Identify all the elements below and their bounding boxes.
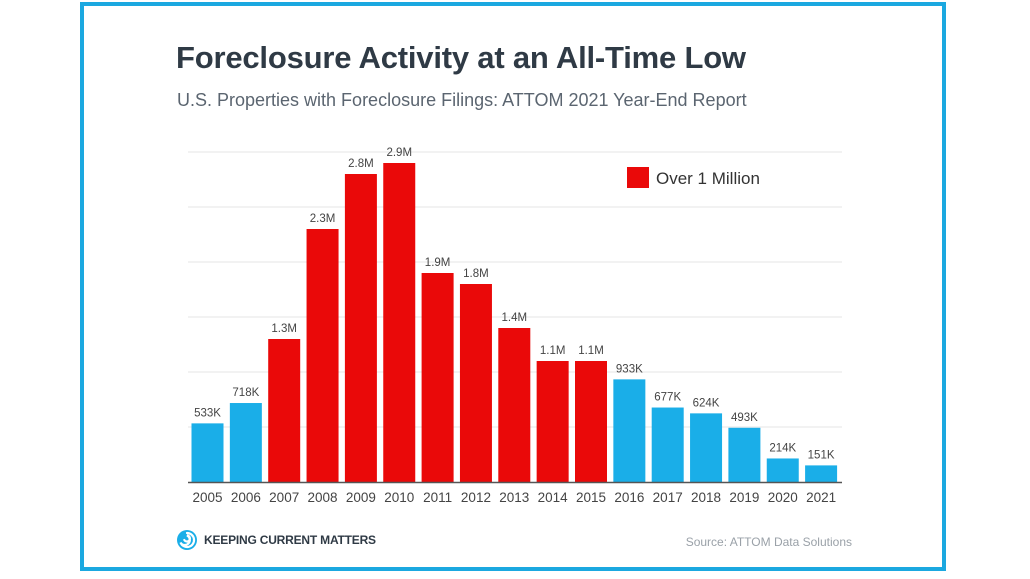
x-tick-2012: 2012 bbox=[461, 490, 491, 505]
x-tick-2015: 2015 bbox=[576, 490, 606, 505]
bar-2015 bbox=[575, 361, 607, 482]
bar-2008 bbox=[306, 229, 339, 482]
x-tick-2011: 2011 bbox=[423, 490, 452, 505]
data-label-2020: 214K bbox=[769, 442, 796, 454]
x-tick-2010: 2010 bbox=[384, 490, 414, 505]
bar-2011 bbox=[421, 273, 454, 482]
bar-2021 bbox=[805, 465, 838, 482]
data-label-2008: 2.3M bbox=[310, 213, 336, 225]
x-tick-2017: 2017 bbox=[653, 490, 683, 505]
data-label-2018: 624K bbox=[693, 397, 720, 409]
data-label-2012: 1.8M bbox=[463, 268, 489, 280]
bars bbox=[191, 163, 838, 482]
x-tick-2005: 2005 bbox=[192, 490, 222, 505]
bar-2009 bbox=[344, 174, 377, 482]
data-label-2005: 533K bbox=[194, 407, 221, 419]
source-note: Source: ATTOM Data Solutions bbox=[685, 535, 852, 549]
x-tick-2019: 2019 bbox=[729, 490, 759, 505]
data-label-2016: 933K bbox=[616, 363, 643, 375]
bar-2012 bbox=[459, 284, 492, 482]
bar-2019 bbox=[728, 427, 761, 482]
bar-2020 bbox=[766, 458, 799, 482]
chart-title: Foreclosure Activity at an All-Time Low bbox=[176, 40, 746, 75]
x-tick-2008: 2008 bbox=[308, 490, 338, 505]
data-label-2015: 1.1M bbox=[578, 345, 604, 357]
data-label-2014: 1.1M bbox=[540, 345, 566, 357]
x-tick-2021: 2021 bbox=[806, 490, 836, 505]
bar-2006 bbox=[229, 403, 262, 482]
bar-2010 bbox=[383, 163, 416, 482]
spiral-logo-icon bbox=[177, 530, 197, 550]
legend: Over 1 Million bbox=[627, 167, 760, 188]
x-tick-2018: 2018 bbox=[691, 490, 721, 505]
x-tick-2007: 2007 bbox=[269, 490, 299, 505]
bar-2014 bbox=[536, 361, 569, 482]
x-tick-2006: 2006 bbox=[231, 490, 261, 505]
chart-subtitle: U.S. Properties with Foreclosure Filings… bbox=[177, 90, 747, 110]
brand-logo: KEEPING CURRENT MATTERS bbox=[176, 529, 376, 551]
x-tick-2014: 2014 bbox=[538, 490, 569, 505]
data-label-2011: 1.9M bbox=[425, 257, 451, 269]
data-label-2013: 1.4M bbox=[502, 312, 528, 324]
x-tick-2009: 2009 bbox=[346, 490, 376, 505]
x-tick-2013: 2013 bbox=[499, 490, 529, 505]
data-label-2017: 677K bbox=[654, 392, 681, 404]
bar-2005 bbox=[191, 423, 224, 482]
data-label-2010: 2.9M bbox=[386, 147, 412, 159]
bar-2007 bbox=[268, 339, 301, 482]
legend-label: Over 1 Million bbox=[656, 169, 760, 188]
data-label-2009: 2.8M bbox=[348, 158, 374, 170]
x-tick-labels: 2005 2006 2007 2008 2009 2010 2011 2012 2013 2014… bbox=[192, 490, 836, 505]
data-label-2019: 493K bbox=[731, 412, 758, 424]
x-tick-2016: 2016 bbox=[614, 490, 644, 505]
data-label-2006: 718K bbox=[232, 387, 259, 399]
bar-2016 bbox=[613, 379, 646, 482]
data-label-2021: 151K bbox=[808, 449, 835, 461]
x-tick-2020: 2020 bbox=[768, 490, 798, 505]
data-labels: 533K 718K 1.3M 2.3M 2.8M 2.9M 1.9M 1.8M 1.4M 1.1M… bbox=[194, 147, 835, 461]
bar-2018 bbox=[690, 413, 723, 482]
bar-2013 bbox=[498, 328, 531, 482]
brand-name: KEEPING CURRENT MATTERS bbox=[204, 533, 376, 547]
data-label-2007: 1.3M bbox=[271, 323, 297, 335]
bar-2017 bbox=[651, 407, 684, 482]
legend-swatch bbox=[627, 167, 649, 188]
